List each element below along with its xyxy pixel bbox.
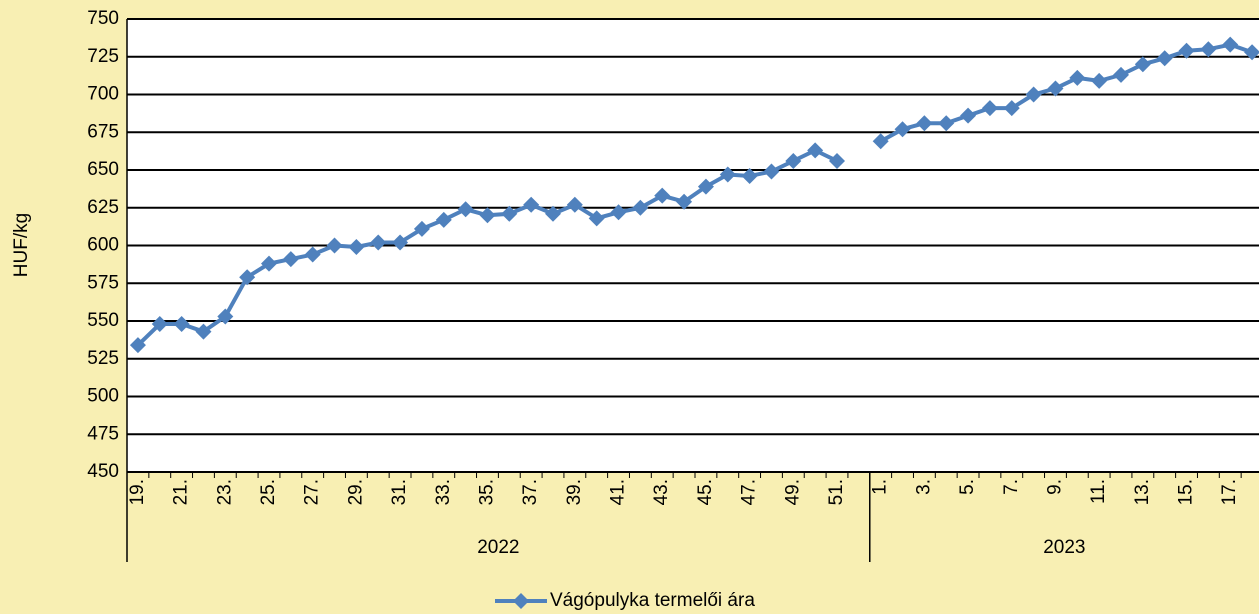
x-tick-label: 49.: [782, 479, 803, 505]
marker: [435, 211, 452, 228]
legend-marker: [513, 593, 529, 609]
marker: [632, 199, 649, 216]
group-label: 2023: [1043, 537, 1085, 558]
marker: [566, 196, 583, 213]
marker: [916, 115, 933, 132]
y-tick-label: 625: [87, 197, 119, 218]
y-tick-label: 750: [87, 8, 119, 29]
marker: [960, 107, 977, 124]
marker: [1134, 56, 1151, 73]
marker: [807, 142, 824, 159]
x-tick-label: 27.: [302, 479, 323, 505]
y-axis-label: HUF/kg: [11, 213, 32, 277]
marker: [610, 204, 627, 221]
marker: [872, 133, 889, 150]
y-tick-label: 525: [87, 348, 119, 369]
y-tick-label: 600: [87, 235, 119, 256]
marker: [1156, 50, 1173, 67]
marker: [129, 337, 146, 354]
x-tick-label: 17.: [1219, 479, 1240, 505]
x-tick-label: 33.: [433, 479, 454, 505]
y-tick-label: 575: [87, 272, 119, 293]
x-tick-label: 19.: [127, 479, 148, 505]
marker: [304, 246, 321, 263]
marker: [239, 269, 256, 286]
marker: [370, 234, 387, 251]
marker: [697, 178, 714, 195]
marker: [1003, 100, 1020, 117]
x-tick-label: 25.: [258, 479, 279, 505]
x-tick-label: 39.: [564, 479, 585, 505]
marker: [1069, 69, 1086, 86]
marker: [217, 308, 234, 325]
x-tick-label: 35.: [476, 479, 497, 505]
x-tick-label: 45.: [695, 479, 716, 505]
marker: [981, 100, 998, 117]
marker: [588, 210, 605, 227]
x-tick-label: 3.: [913, 479, 934, 495]
marker: [261, 255, 277, 272]
marker: [523, 196, 540, 213]
x-tick-label: 9.: [1044, 479, 1065, 495]
y-tick-label: 450: [87, 461, 119, 482]
marker: [282, 251, 299, 268]
marker: [938, 115, 955, 132]
marker: [654, 187, 671, 204]
x-tick-label: 5.: [957, 479, 978, 495]
marker: [894, 121, 911, 138]
marker: [1091, 72, 1108, 89]
y-tick-label: 550: [87, 310, 119, 331]
marker: [829, 152, 845, 169]
marker: [741, 168, 758, 185]
marker: [676, 193, 693, 210]
marker: [1113, 66, 1129, 83]
y-tick-label: 675: [87, 121, 119, 142]
x-tick-label: 41.: [608, 479, 629, 505]
marker: [479, 207, 496, 224]
x-tick-label: 7.: [1001, 479, 1022, 495]
marker: [413, 220, 430, 237]
x-tick-label: 37.: [520, 479, 541, 505]
x-tick-label: 11.: [1088, 479, 1109, 504]
x-tick-label: 29.: [345, 479, 366, 505]
x-tick-label: 21.: [171, 479, 192, 505]
x-tick-label: 31.: [389, 479, 410, 505]
marker: [1200, 41, 1217, 58]
x-tick-label: 51.: [826, 479, 847, 505]
marker: [763, 163, 780, 180]
y-tick-label: 650: [87, 159, 119, 180]
marker: [1222, 36, 1239, 53]
marker: [392, 234, 409, 251]
marker: [1178, 42, 1195, 59]
x-tick-label: 23.: [214, 479, 235, 505]
y-tick-label: 700: [87, 84, 119, 105]
legend-label: Vágópulyka termelői ára: [550, 590, 755, 611]
marker: [1244, 44, 1259, 61]
y-tick-label: 500: [87, 386, 119, 407]
y-tick-label: 475: [87, 423, 119, 444]
x-tick-label: 47.: [739, 479, 760, 505]
x-tick-label: 15.: [1176, 479, 1197, 505]
marker: [501, 205, 518, 222]
marker: [326, 237, 343, 254]
marker: [348, 239, 365, 256]
marker: [1047, 80, 1064, 97]
x-tick-label: 13.: [1132, 479, 1153, 505]
marker: [719, 166, 736, 183]
y-tick-label: 725: [87, 46, 119, 67]
marker: [785, 152, 802, 169]
marker: [1025, 86, 1042, 103]
x-tick-label: 1.: [870, 479, 891, 495]
group-label: 2022: [477, 537, 519, 558]
x-tick-label: 43.: [651, 479, 672, 505]
marker: [151, 316, 168, 333]
marker: [173, 316, 190, 333]
marker: [545, 205, 561, 222]
marker: [195, 323, 212, 340]
marker: [457, 201, 474, 218]
